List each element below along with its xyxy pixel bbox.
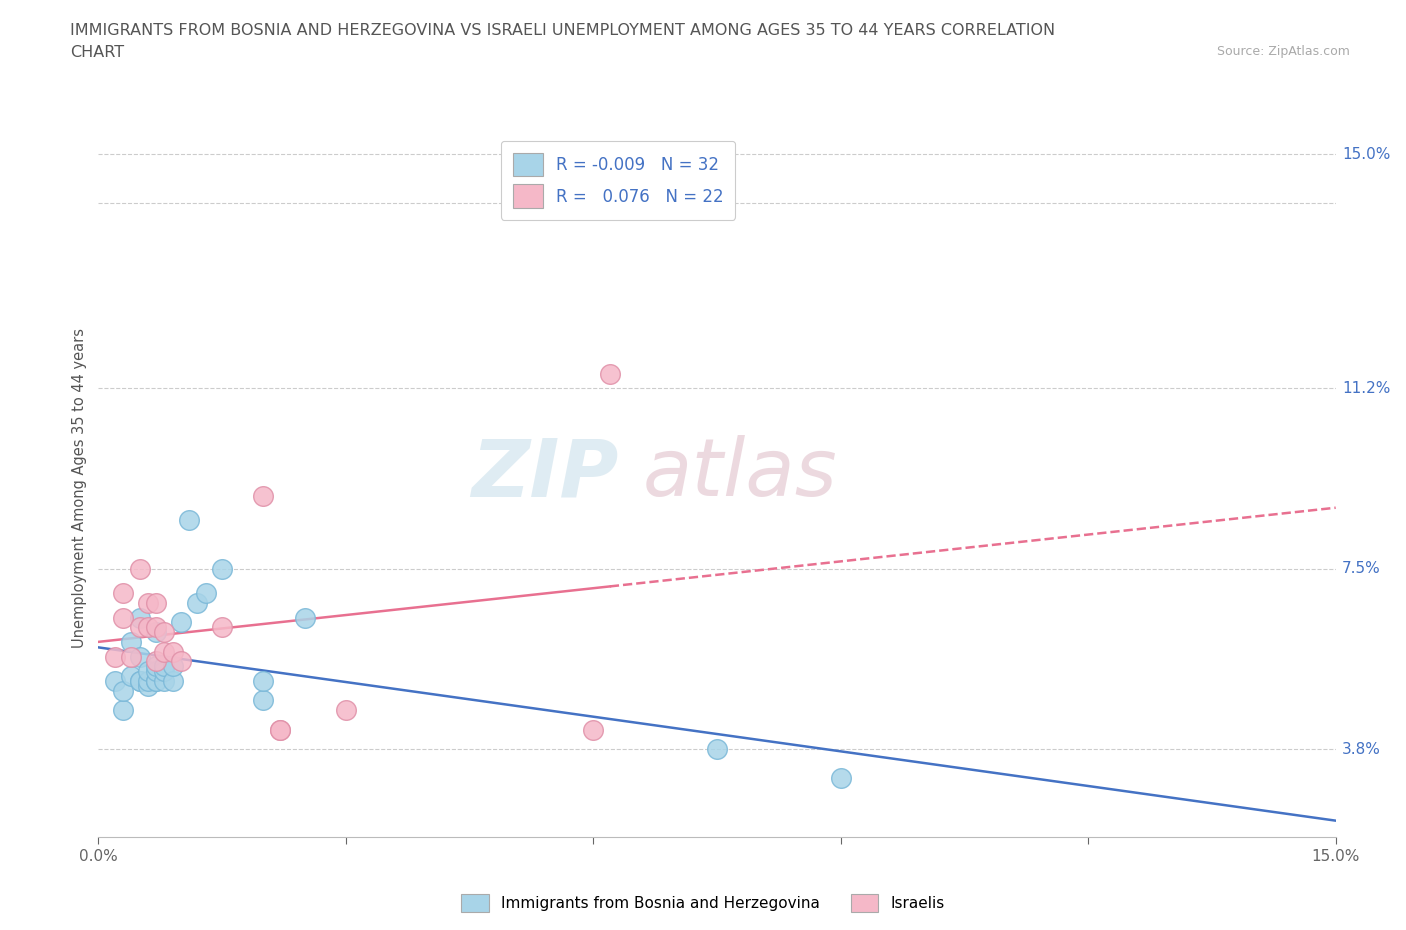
Point: [112, 703, 135, 718]
Point: [582, 723, 605, 737]
Point: [112, 586, 135, 601]
Point: [128, 610, 150, 625]
Text: CHART: CHART: [70, 45, 124, 60]
Point: [145, 673, 167, 688]
Point: [599, 366, 621, 381]
Point: [128, 649, 150, 664]
Point: [104, 649, 127, 664]
Point: [136, 664, 159, 679]
Point: [136, 678, 159, 693]
Point: [145, 658, 167, 673]
Point: [162, 673, 184, 688]
Point: [112, 684, 135, 698]
Point: [194, 586, 217, 601]
Point: [120, 669, 142, 684]
Point: [112, 610, 135, 625]
Point: [128, 673, 150, 688]
Point: [153, 658, 176, 673]
Point: [145, 664, 167, 679]
Point: [128, 562, 150, 577]
Point: [145, 619, 167, 634]
Point: [128, 673, 150, 688]
Point: [136, 673, 159, 688]
Text: 11.2%: 11.2%: [1341, 380, 1391, 396]
Point: [211, 562, 233, 577]
Point: [170, 654, 193, 669]
Point: [706, 742, 728, 757]
Point: [120, 649, 142, 664]
Point: [335, 703, 357, 718]
Point: [145, 625, 167, 640]
Text: IMMIGRANTS FROM BOSNIA AND HERZEGOVINA VS ISRAELI UNEMPLOYMENT AMONG AGES 35 TO : IMMIGRANTS FROM BOSNIA AND HERZEGOVINA V…: [70, 23, 1056, 38]
Point: [294, 610, 316, 625]
Text: atlas: atlas: [643, 435, 838, 513]
Point: [145, 595, 167, 610]
Point: [153, 644, 176, 659]
Text: 3.8%: 3.8%: [1341, 742, 1381, 757]
Legend: Immigrants from Bosnia and Herzegovina, Israelis: Immigrants from Bosnia and Herzegovina, …: [456, 888, 950, 918]
Point: [186, 595, 208, 610]
Text: ZIP: ZIP: [471, 435, 619, 513]
Point: [179, 512, 201, 527]
Point: [252, 693, 274, 708]
Point: [162, 658, 184, 673]
Point: [153, 664, 176, 679]
Point: [252, 673, 274, 688]
Point: [269, 723, 291, 737]
Text: 7.5%: 7.5%: [1341, 561, 1381, 577]
Point: [830, 771, 852, 786]
Point: [162, 644, 184, 659]
Point: [104, 673, 127, 688]
Point: [136, 595, 159, 610]
Point: [136, 619, 159, 634]
Point: [153, 625, 176, 640]
Text: Source: ZipAtlas.com: Source: ZipAtlas.com: [1216, 45, 1350, 58]
Point: [120, 634, 142, 649]
Point: [252, 488, 274, 503]
Legend: R = -0.009   N = 32, R =   0.076   N = 22: R = -0.009 N = 32, R = 0.076 N = 22: [501, 140, 735, 219]
Point: [211, 619, 233, 634]
Point: [128, 619, 150, 634]
Point: [170, 615, 193, 630]
Point: [269, 723, 291, 737]
Point: [145, 673, 167, 688]
Point: [145, 654, 167, 669]
Y-axis label: Unemployment Among Ages 35 to 44 years: Unemployment Among Ages 35 to 44 years: [72, 328, 87, 648]
Point: [153, 673, 176, 688]
Text: 15.0%: 15.0%: [1341, 147, 1391, 162]
